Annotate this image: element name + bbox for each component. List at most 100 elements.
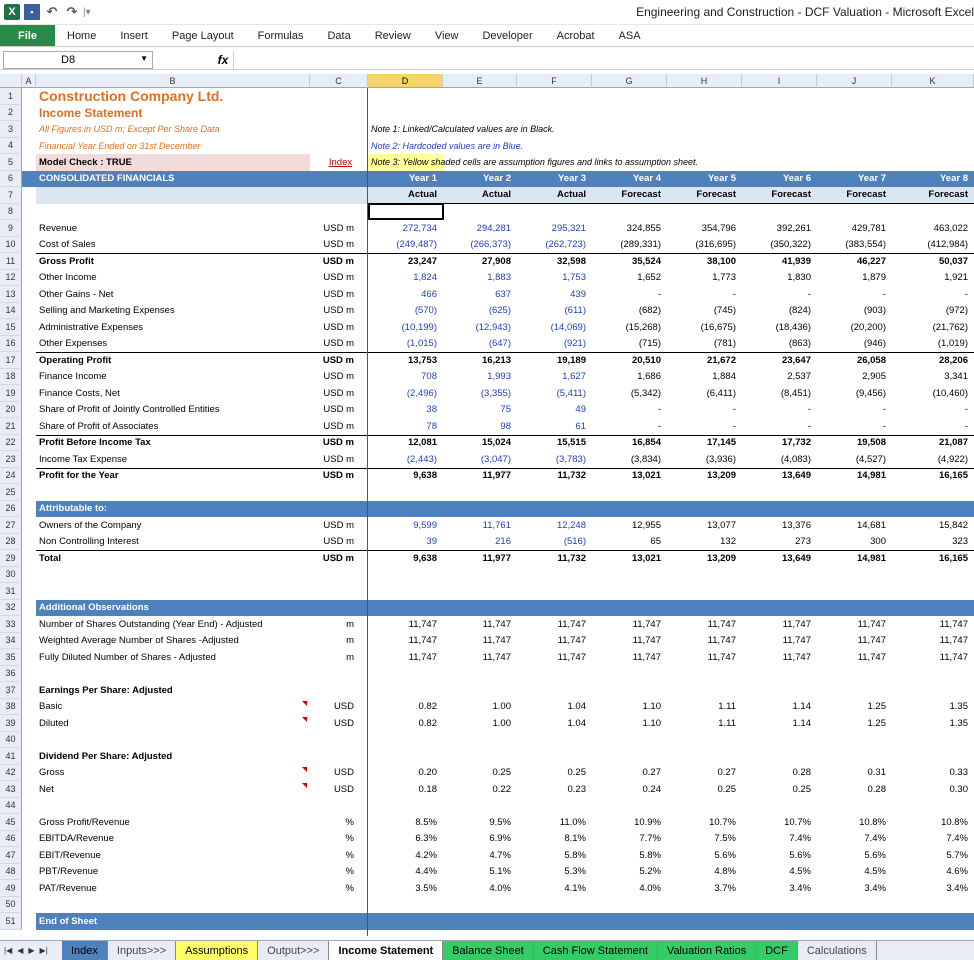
- unit-label[interactable]: USD m: [323, 239, 354, 251]
- value-cell[interactable]: 11,977: [482, 552, 511, 564]
- value-cell[interactable]: 11,747: [939, 618, 968, 630]
- row-header[interactable]: 37: [0, 682, 22, 699]
- row-label[interactable]: PAT/Revenue: [39, 882, 97, 894]
- value-cell[interactable]: -: [882, 420, 886, 432]
- value-cell[interactable]: 11,747: [707, 651, 736, 663]
- tab-developer[interactable]: Developer: [482, 29, 533, 42]
- value-cell[interactable]: 1.10: [642, 701, 662, 713]
- unit-label[interactable]: m: [346, 618, 354, 630]
- value-cell[interactable]: 272,734: [402, 222, 437, 234]
- save-icon[interactable]: ▪: [24, 4, 40, 20]
- unit-label[interactable]: USD m: [322, 255, 354, 267]
- note-3[interactable]: Note 3: Yellow shaded cells are assumpti…: [371, 157, 699, 168]
- value-cell[interactable]: 21,672: [706, 354, 736, 366]
- unit-label[interactable]: USD m: [323, 338, 354, 350]
- value-cell[interactable]: 11,747: [939, 635, 968, 647]
- tab-data[interactable]: Data: [327, 29, 351, 42]
- value-cell[interactable]: -: [657, 288, 661, 300]
- value-cell[interactable]: (1,019): [937, 338, 968, 350]
- row-label[interactable]: Owners of the Company: [39, 519, 142, 531]
- value-cell[interactable]: 295,321: [551, 222, 586, 234]
- sheet-tab-valuation-ratios[interactable]: Valuation Ratios: [657, 941, 757, 960]
- value-cell[interactable]: 0.22: [492, 783, 512, 795]
- value-cell[interactable]: 0.28: [792, 767, 812, 779]
- value-cell[interactable]: 16,854: [631, 437, 661, 449]
- value-cell[interactable]: (350,322): [770, 239, 811, 251]
- value-cell[interactable]: 1.25: [867, 701, 887, 713]
- value-cell[interactable]: 13,376: [781, 519, 811, 531]
- row-header[interactable]: 41: [0, 748, 22, 765]
- value-cell[interactable]: -: [657, 420, 661, 432]
- dps-header[interactable]: Dividend Per Share: Adjusted: [39, 750, 173, 762]
- row-header[interactable]: 14: [0, 302, 22, 319]
- value-cell[interactable]: -: [964, 288, 968, 300]
- unit-label[interactable]: USD m: [323, 420, 354, 432]
- value-cell[interactable]: 637: [495, 288, 511, 300]
- value-cell[interactable]: 11,747: [707, 618, 736, 630]
- row-header[interactable]: 20: [0, 401, 22, 418]
- row-label[interactable]: Fully Diluted Number of Shares - Adjuste…: [39, 651, 216, 663]
- value-cell[interactable]: -: [657, 404, 661, 416]
- value-cell[interactable]: -: [807, 288, 811, 300]
- value-cell[interactable]: 17,145: [706, 437, 736, 449]
- row-header[interactable]: 32: [0, 599, 22, 616]
- value-cell[interactable]: (3,047): [480, 453, 511, 465]
- unit-label[interactable]: USD m: [323, 305, 354, 317]
- value-cell[interactable]: 2,537: [787, 371, 811, 383]
- value-cell[interactable]: 39: [426, 536, 437, 548]
- row-label[interactable]: Gross Profit: [39, 255, 94, 267]
- value-cell[interactable]: 1.00: [492, 717, 512, 729]
- unit-label[interactable]: m: [346, 651, 354, 663]
- value-cell[interactable]: 354,796: [701, 222, 736, 234]
- value-cell[interactable]: 11.0%: [559, 816, 586, 828]
- unit-label[interactable]: USD m: [323, 321, 354, 333]
- value-cell[interactable]: 11,747: [857, 651, 886, 663]
- value-cell[interactable]: (14,069): [550, 321, 586, 333]
- value-cell[interactable]: 0.27: [642, 767, 662, 779]
- value-cell[interactable]: 1.04: [567, 701, 587, 713]
- value-cell[interactable]: (8,451): [780, 387, 811, 399]
- value-cell[interactable]: (946): [863, 338, 886, 350]
- value-cell[interactable]: 466: [421, 288, 437, 300]
- row-label[interactable]: Share of Profit of Jointly Controlled En…: [39, 404, 220, 416]
- value-cell[interactable]: 13,077: [706, 519, 736, 531]
- value-cell[interactable]: (3,834): [630, 453, 661, 465]
- value-cell[interactable]: 294,281: [476, 222, 511, 234]
- active-cell-selection[interactable]: [368, 202, 444, 220]
- value-cell[interactable]: 11,747: [408, 651, 437, 663]
- row-label[interactable]: Revenue: [39, 222, 78, 234]
- row-header[interactable]: 15: [0, 319, 22, 336]
- value-cell[interactable]: 324,855: [626, 222, 661, 234]
- row-label[interactable]: Profit for the Year: [39, 470, 119, 482]
- value-cell[interactable]: 11,747: [408, 618, 437, 630]
- status-label[interactable]: Actual: [443, 187, 517, 204]
- value-cell[interactable]: 32,598: [556, 255, 586, 267]
- unit-label[interactable]: m: [346, 635, 354, 647]
- value-cell[interactable]: 0.33: [949, 767, 969, 779]
- value-cell[interactable]: 4.0%: [639, 882, 661, 894]
- sheet-tab-income-statement[interactable]: Income Statement: [329, 941, 444, 960]
- value-cell[interactable]: 1.35: [949, 717, 969, 729]
- value-cell[interactable]: -: [882, 404, 886, 416]
- value-cell[interactable]: (316,695): [695, 239, 736, 251]
- value-cell[interactable]: 5.8%: [564, 849, 586, 861]
- value-cell[interactable]: 5.3%: [564, 866, 586, 878]
- value-cell[interactable]: (266,373): [470, 239, 511, 251]
- value-cell[interactable]: (745): [713, 305, 736, 317]
- value-cell[interactable]: 1,883: [487, 272, 511, 284]
- row-header[interactable]: 38: [0, 698, 22, 715]
- value-cell[interactable]: 8.1%: [564, 833, 586, 845]
- row-header[interactable]: 1: [0, 88, 22, 105]
- index-link[interactable]: Index: [328, 156, 353, 168]
- row-header[interactable]: 25: [0, 484, 22, 501]
- unit-label[interactable]: %: [345, 816, 354, 828]
- sheet-tab-calculations[interactable]: Calculations: [797, 941, 877, 960]
- value-cell[interactable]: 1,824: [413, 272, 437, 284]
- value-cell[interactable]: 10.8%: [859, 816, 886, 828]
- value-cell[interactable]: 11,747: [482, 618, 511, 630]
- statement-title[interactable]: Income Statement: [39, 105, 143, 120]
- unit-label[interactable]: USD: [333, 767, 354, 779]
- year-header[interactable]: Year 8: [940, 173, 968, 185]
- value-cell[interactable]: 61: [575, 420, 586, 432]
- value-cell[interactable]: 10.7%: [784, 816, 811, 828]
